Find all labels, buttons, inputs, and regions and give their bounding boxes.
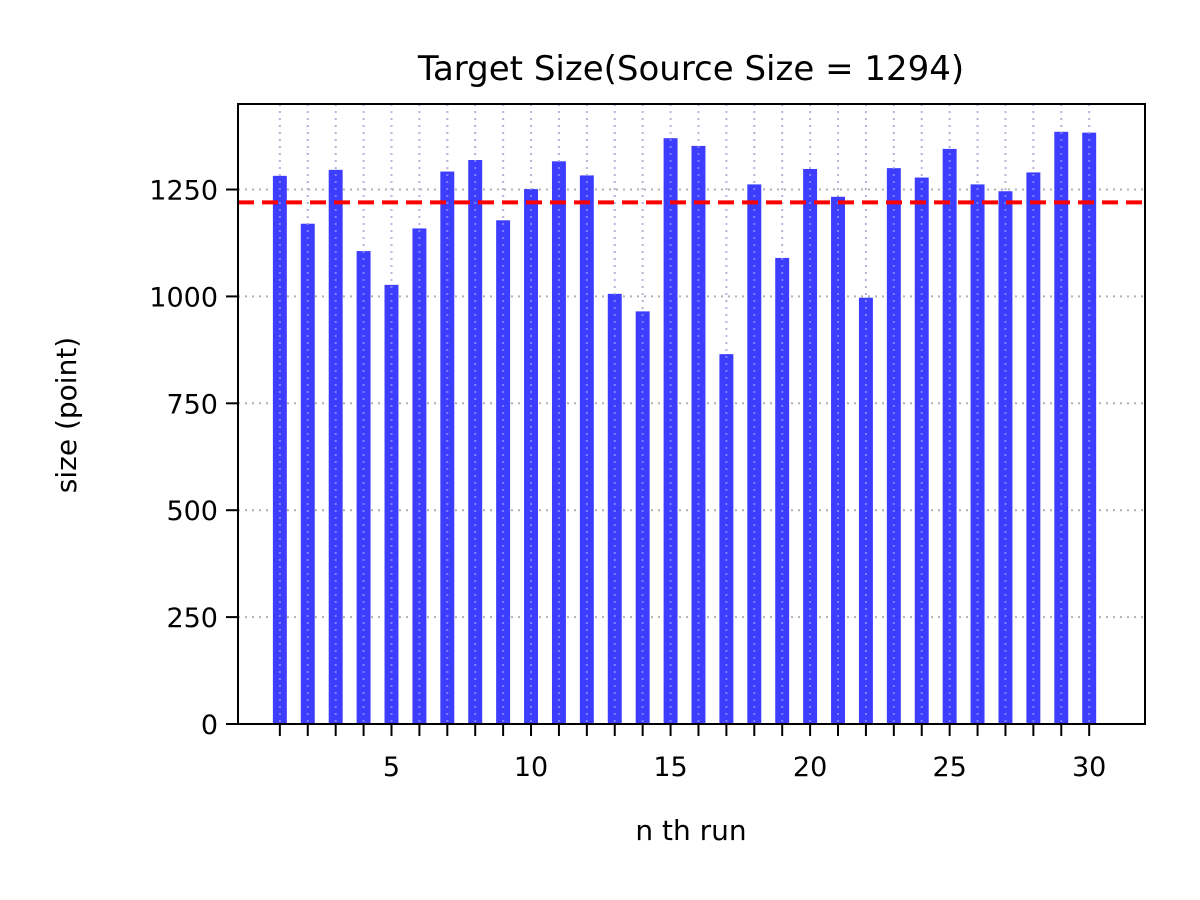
x-axis-ticks: 5 10 15 20 25 30 xyxy=(278,724,1106,783)
y-tick-label: 1000 xyxy=(149,282,218,313)
x-tick-label: 5 xyxy=(383,752,400,783)
bar xyxy=(524,189,539,724)
y-tick-label: 750 xyxy=(166,389,218,420)
y-axis-ticks: 0 250 500 750 1000 1250 xyxy=(149,176,238,741)
plot-frame xyxy=(237,103,1146,725)
bar xyxy=(1082,132,1097,725)
bar xyxy=(356,251,371,724)
bar xyxy=(607,293,622,724)
x-tick-label: 15 xyxy=(653,752,687,783)
x-tick-label: 25 xyxy=(932,752,966,783)
bar xyxy=(468,160,483,724)
x-tick-label: 30 xyxy=(1072,752,1106,783)
bar xyxy=(579,175,594,725)
bar xyxy=(300,223,315,725)
x-axis-label: n th run xyxy=(635,814,746,847)
y-tick-label: 250 xyxy=(166,603,218,634)
bar xyxy=(496,220,511,724)
bar xyxy=(803,168,818,724)
x-tick-label: 10 xyxy=(514,752,548,783)
bar xyxy=(998,191,1013,724)
bar xyxy=(663,138,678,724)
chart-title: Target Size(Source Size = 1294) xyxy=(417,49,964,89)
bar xyxy=(831,196,845,725)
x-tick-label: 20 xyxy=(793,752,827,783)
y-axis-label: size (point) xyxy=(50,337,83,493)
y-tick-label: 1250 xyxy=(149,176,218,207)
bar xyxy=(886,168,901,724)
bars xyxy=(272,104,1097,725)
bar xyxy=(942,148,957,724)
y-tick-label: 0 xyxy=(201,710,218,741)
bar xyxy=(328,169,343,725)
y-tick-label: 500 xyxy=(166,496,218,527)
bar xyxy=(914,177,929,725)
bar xyxy=(272,175,287,725)
bar xyxy=(551,161,566,724)
